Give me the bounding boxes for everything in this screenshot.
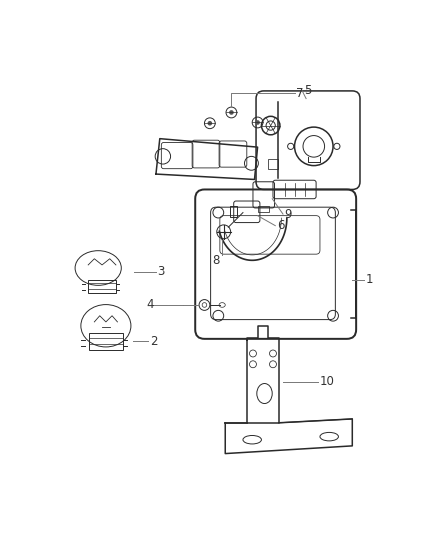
Text: 8: 8 xyxy=(212,254,219,267)
Text: 6: 6 xyxy=(277,219,284,232)
Text: 2: 2 xyxy=(150,335,157,348)
Bar xyxy=(258,206,269,212)
Circle shape xyxy=(208,121,212,126)
Bar xyxy=(88,280,116,294)
Text: 9: 9 xyxy=(285,208,292,221)
Text: 7: 7 xyxy=(296,87,304,100)
Text: 3: 3 xyxy=(158,265,165,278)
Bar xyxy=(89,334,123,350)
Bar xyxy=(268,159,279,169)
Text: 10: 10 xyxy=(319,375,334,389)
Text: 4: 4 xyxy=(147,298,154,311)
Text: 1: 1 xyxy=(365,273,373,286)
Bar xyxy=(230,206,237,217)
Circle shape xyxy=(229,110,234,115)
Circle shape xyxy=(255,120,260,125)
Text: 5: 5 xyxy=(304,84,311,98)
